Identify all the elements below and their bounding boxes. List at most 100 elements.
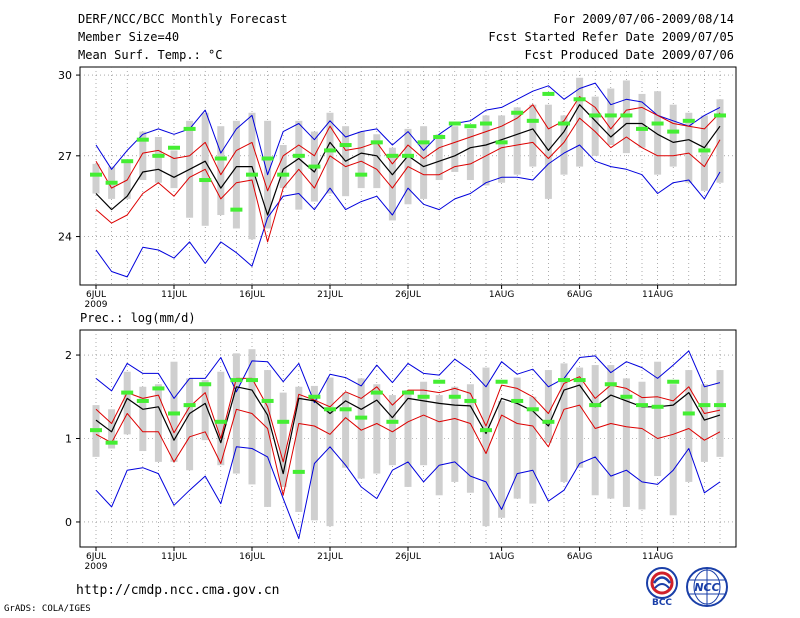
- spread-box: [591, 96, 599, 156]
- spread-box: [388, 395, 396, 466]
- spread-box: [92, 163, 100, 194]
- panel-temperature: 24 27 30 6JUL 11JUL 16JUL 21JUL 26JUL 1AUG 6AUG 11…: [58, 66, 737, 310]
- green-marker: [246, 378, 258, 383]
- x-tick-label: 6JUL: [86, 552, 106, 562]
- green-marker: [433, 134, 446, 139]
- y-tick-label: 24: [58, 231, 72, 244]
- spread-box: [513, 377, 521, 499]
- spread-box: [544, 104, 552, 199]
- spread-box: [716, 370, 724, 457]
- green-marker: [714, 113, 726, 118]
- green-marker: [261, 156, 274, 161]
- spread-box: [373, 384, 381, 474]
- y-tick-label: 1: [65, 433, 72, 446]
- green-marker: [324, 148, 336, 153]
- green-marker: [402, 390, 414, 395]
- spread-box: [139, 386, 147, 452]
- spread-box: [685, 370, 693, 482]
- spread-box: [544, 370, 552, 443]
- green-marker: [355, 415, 368, 420]
- spread-box: [560, 363, 568, 482]
- green-marker: [183, 403, 196, 408]
- spread-box: [716, 99, 724, 183]
- green-marker: [277, 419, 290, 424]
- forecast-started: Fcst Started Refer Date 2009/07/05: [488, 30, 734, 44]
- precip-panel-title: Prec.: log(mm/d): [80, 311, 196, 325]
- spread-box: [576, 367, 584, 468]
- spread-box: [388, 147, 396, 221]
- year-label: 2009: [85, 300, 108, 310]
- green-marker: [636, 126, 648, 131]
- green-marker: [526, 407, 539, 412]
- spread-box: [186, 378, 194, 471]
- green-marker: [511, 110, 524, 115]
- x-tick-label: 21JUL: [317, 290, 343, 300]
- x-tick-label: 11JUL: [161, 552, 187, 562]
- green-marker: [698, 148, 711, 153]
- spread-box: [217, 126, 225, 216]
- spread-box: [529, 104, 537, 167]
- spread-box: [232, 353, 240, 474]
- y-tick-label: 30: [58, 69, 72, 82]
- green-marker: [355, 172, 368, 177]
- spread-box: [326, 112, 334, 194]
- spread-box: [357, 378, 365, 479]
- spread-box: [108, 409, 116, 449]
- grads-credit: GrADS: COLA/IGES: [4, 604, 91, 614]
- spread-box: [420, 381, 428, 466]
- spread-box: [482, 115, 490, 186]
- y-tick-label: 0: [65, 516, 72, 529]
- ncc-logo-text: NCC: [694, 581, 719, 594]
- spread-box: [139, 131, 147, 181]
- green-marker: [542, 91, 555, 96]
- green-marker: [542, 419, 555, 424]
- spread-box: [279, 145, 287, 189]
- spread-box: [622, 378, 630, 507]
- green-marker: [573, 97, 586, 102]
- spread-box: [529, 396, 537, 504]
- green-marker: [230, 207, 243, 212]
- x-tick-label: 26JUL: [395, 290, 421, 300]
- x-tick-label: 11AUG: [642, 552, 673, 562]
- x-tick-label: 6AUG: [567, 552, 592, 562]
- green-marker: [386, 419, 399, 424]
- green-marker: [277, 172, 290, 177]
- green-marker: [292, 153, 305, 158]
- green-marker: [168, 145, 180, 150]
- bcc-logo-text: BCC: [652, 598, 672, 608]
- x-tick-label: 11AUG: [642, 290, 673, 300]
- green-marker: [667, 129, 680, 134]
- ensemble-mean-line: [95, 384, 721, 475]
- spread-box: [342, 392, 350, 468]
- green-marker: [370, 390, 383, 395]
- spread-box: [264, 370, 272, 507]
- green-marker: [261, 398, 274, 403]
- green-marker: [417, 394, 430, 399]
- spread-box: [685, 112, 693, 183]
- green-marker: [682, 411, 695, 416]
- green-marker: [604, 113, 617, 118]
- footer-url[interactable]: http://cmdp.ncc.cma.gov.cn: [76, 583, 280, 598]
- spread-box: [654, 361, 662, 477]
- x-tick-label: 16JUL: [239, 290, 265, 300]
- green-marker: [573, 378, 586, 383]
- green-marker: [308, 394, 321, 399]
- spread-box: [154, 384, 162, 462]
- green-marker: [604, 382, 617, 387]
- bcc-logo: BCC: [646, 567, 678, 608]
- green-marker: [246, 172, 258, 177]
- green-marker: [714, 403, 726, 408]
- green-marker: [558, 121, 570, 126]
- green-marker: [667, 379, 680, 384]
- member-size: Member Size=40: [78, 30, 180, 44]
- spread-box: [357, 131, 365, 189]
- green-marker: [636, 403, 648, 408]
- spread-box: [295, 386, 303, 512]
- ncc-logo: NCC: [686, 567, 728, 607]
- spread-box: [217, 371, 225, 466]
- green-marker: [214, 156, 227, 161]
- green-marker: [199, 382, 212, 387]
- green-marker: [105, 440, 118, 445]
